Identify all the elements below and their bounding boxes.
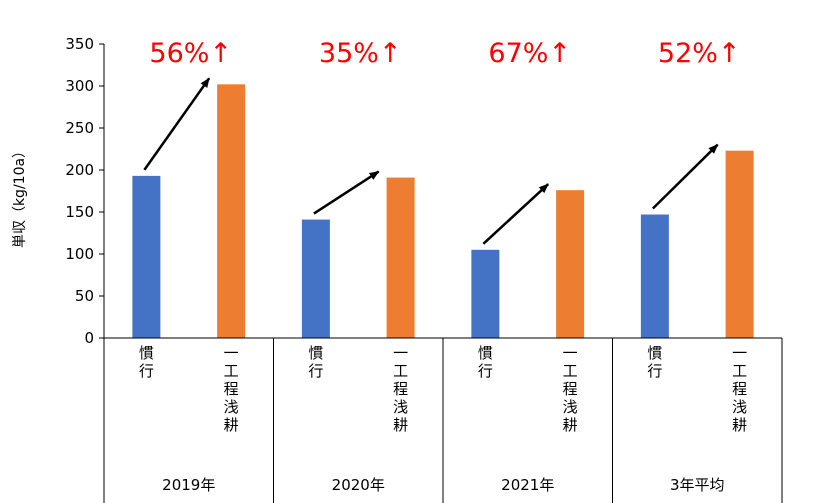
x-group-label: 3年平均 [670, 476, 725, 494]
y-tick-label: 250 [65, 119, 94, 137]
bar [132, 175, 161, 338]
y-tick-label: 0 [84, 329, 94, 347]
y-tick-label: 300 [65, 77, 94, 95]
change-label: 67%↑ [488, 38, 571, 69]
x-group-label: 2020年 [332, 476, 385, 494]
x-group-label: 2021年 [501, 476, 554, 494]
bar [217, 84, 246, 338]
x-group-label: 2019年 [162, 476, 215, 494]
change-annotations: 56%↑ 35%↑ 67%↑ 52%↑ [149, 38, 740, 69]
x-category-label: 慣行 [647, 344, 662, 380]
y-axis: 0 50 100 150 200 250 300 350 [65, 35, 105, 347]
x-axis: 慣行 一工程浅耕 2019年 慣行 一工程浅耕 2020年 慣行 一工程浅耕 2021年 慣行 一工… [103, 337, 783, 503]
increase-arrow [482, 183, 549, 245]
y-axis-label: 単収（kg/10a） [12, 144, 28, 248]
arrows [143, 77, 719, 245]
bar [386, 177, 415, 338]
change-label: 56%↑ [149, 38, 232, 69]
x-category-label: 一工程浅耕 [732, 344, 747, 434]
change-label: 35%↑ [319, 38, 402, 69]
y-tick-label: 100 [65, 245, 94, 263]
bars [132, 84, 754, 338]
x-category-label: 一工程浅耕 [563, 344, 578, 434]
y-tick-label: 50 [75, 287, 94, 305]
bar [640, 214, 669, 338]
increase-arrow [313, 170, 380, 215]
y-tick-label: 350 [65, 35, 94, 53]
x-category-label: 一工程浅耕 [393, 344, 408, 434]
change-label: 52%↑ [658, 38, 741, 69]
y-tick-label: 150 [65, 203, 94, 221]
y-tick-label: 200 [65, 161, 94, 179]
bar [556, 190, 585, 338]
increase-arrow [143, 77, 211, 171]
bar [725, 150, 754, 338]
bar [301, 219, 330, 338]
x-category-label: 慣行 [478, 344, 493, 380]
bar [471, 249, 500, 338]
x-category-label: 慣行 [308, 344, 323, 380]
x-category-label: 慣行 [139, 344, 154, 380]
increase-arrow [651, 143, 719, 210]
x-category-label: 一工程浅耕 [224, 344, 239, 434]
